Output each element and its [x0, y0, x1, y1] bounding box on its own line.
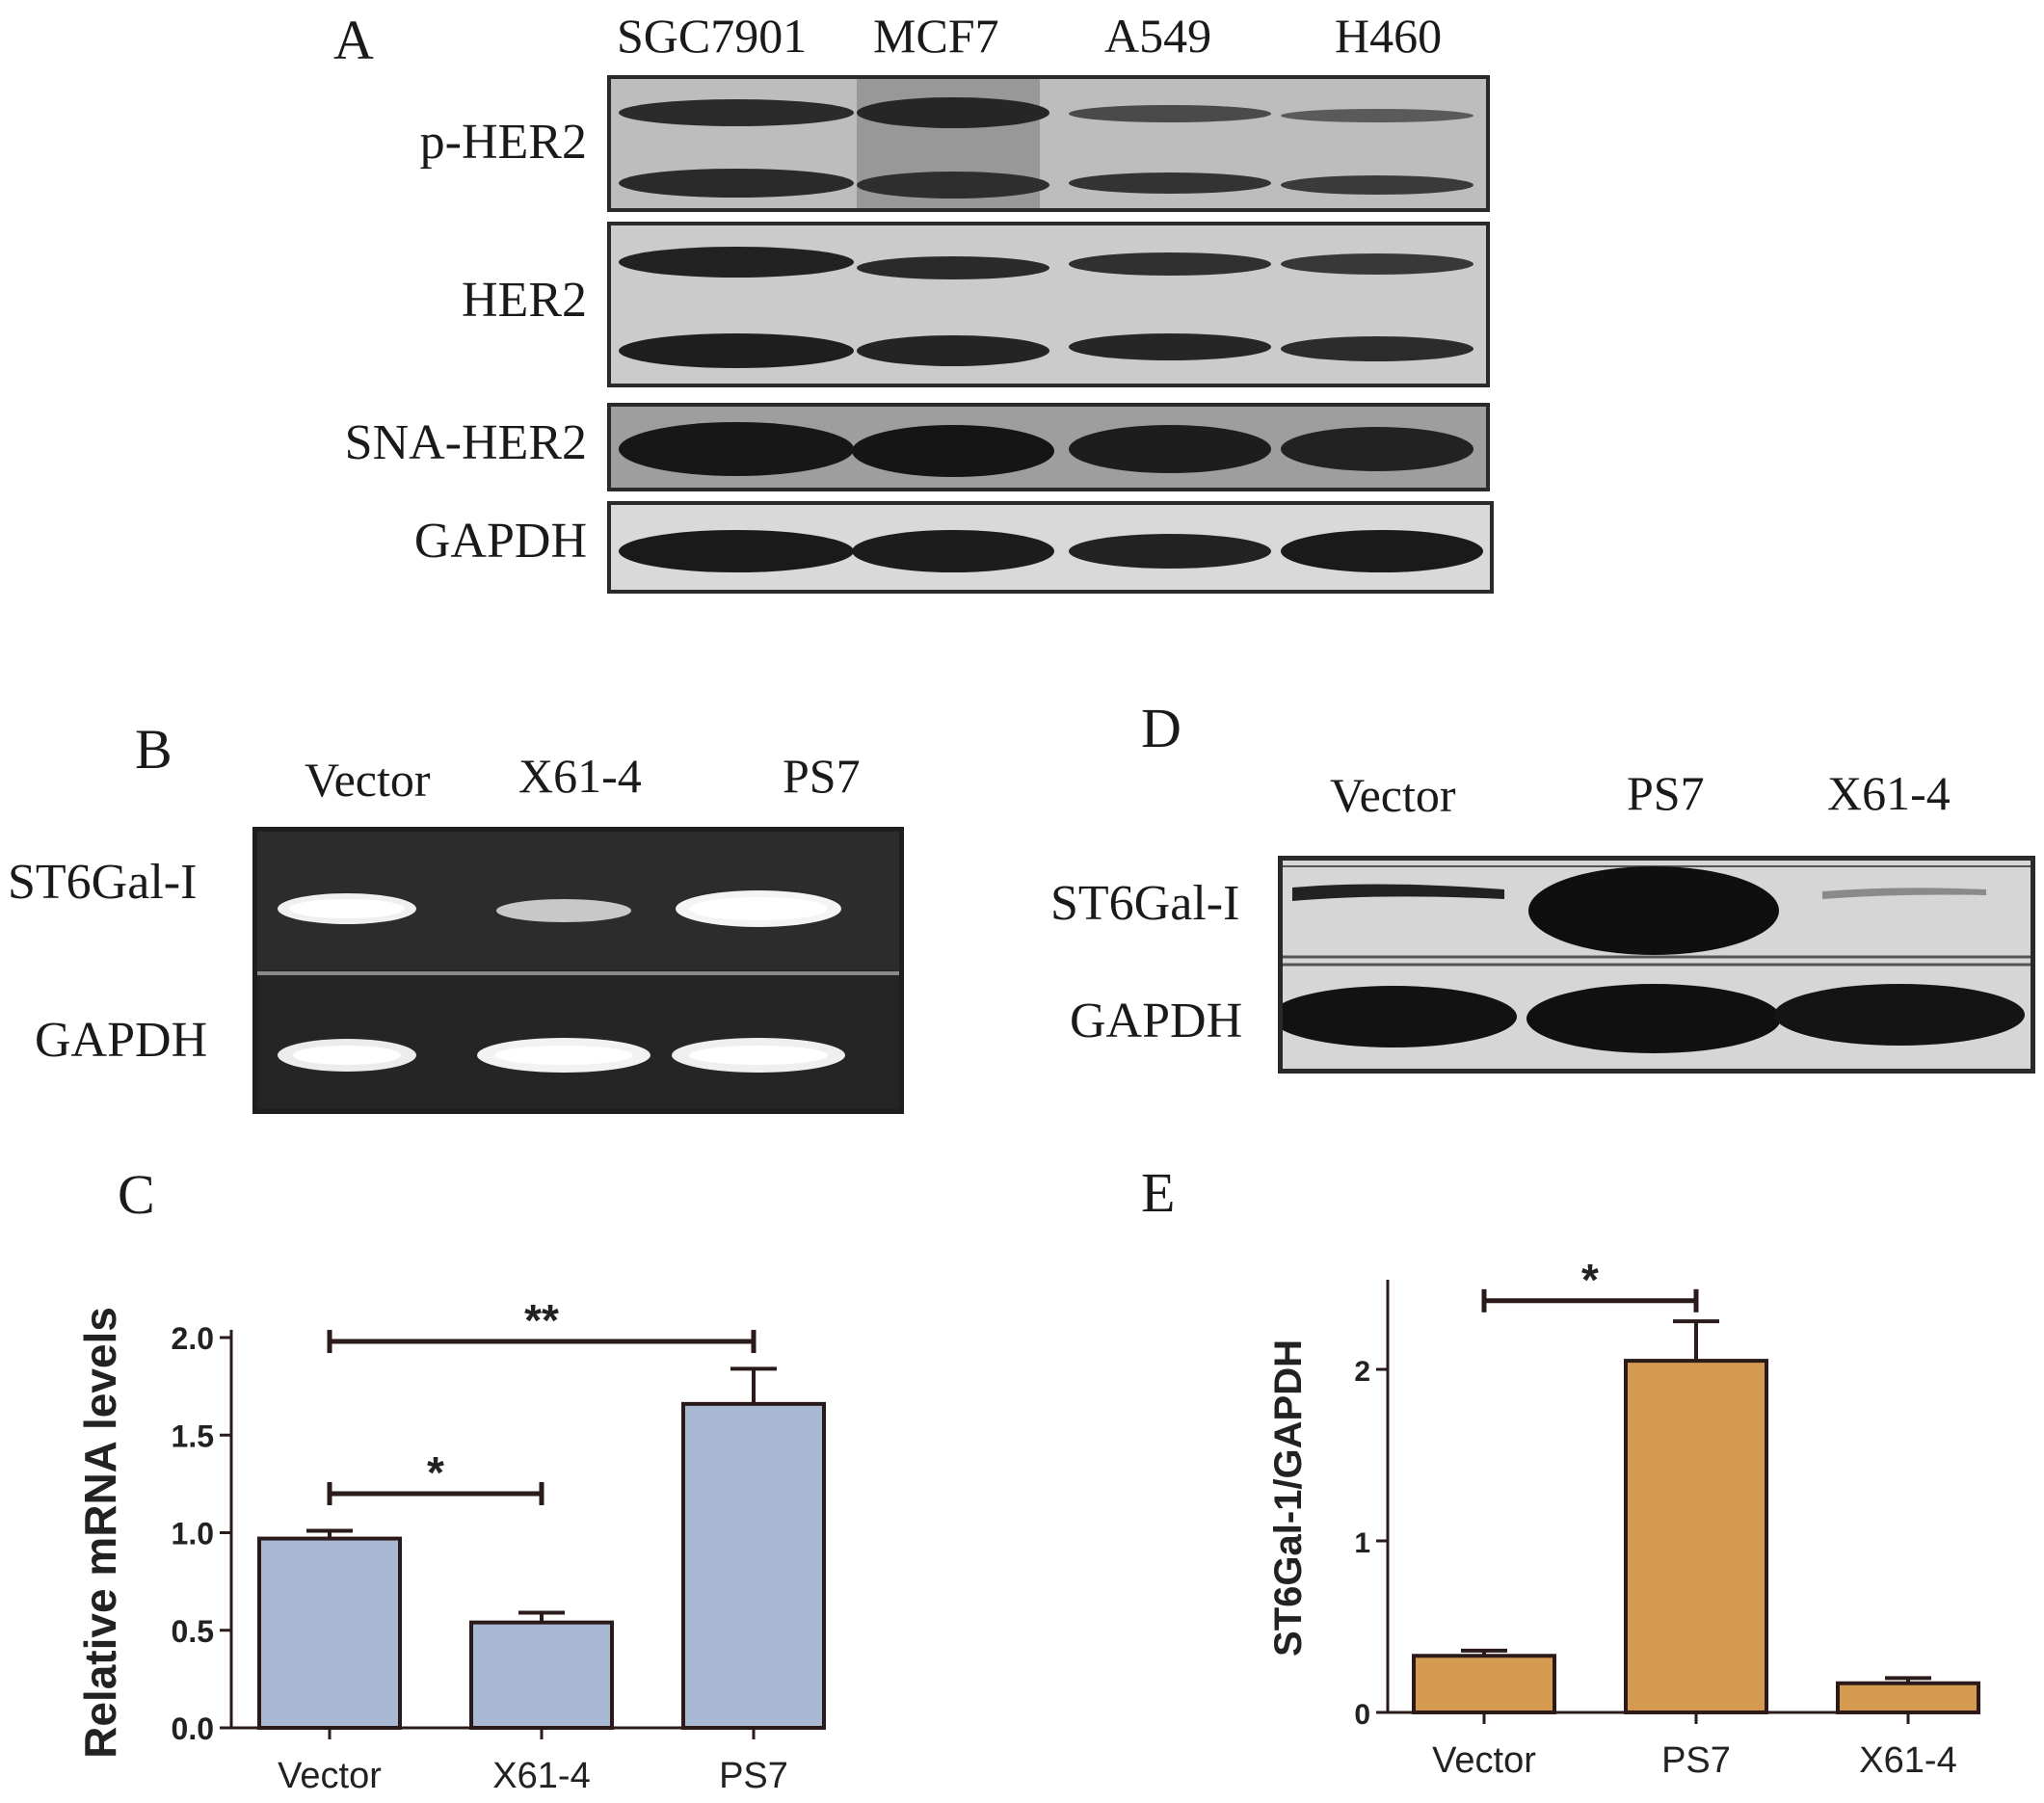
panel-d-letter: D [1141, 697, 1181, 759]
bar-vector [257, 1536, 402, 1731]
lane-label-mcf7: MCF7 [873, 9, 999, 63]
x-tick-label-x61-4: X61-4 [492, 1756, 590, 1792]
row-label-her2: HER2 [462, 273, 587, 328]
panel-b-letter: B [135, 718, 173, 781]
lane-label-vector-d: Vector [1330, 768, 1456, 822]
y-tick-label: 2 [1354, 1356, 1370, 1388]
y-tick-label: 1 [1354, 1527, 1370, 1559]
gel-bands [257, 832, 899, 1109]
panel-c-letter: C [118, 1163, 155, 1226]
lane-label-ps7-b: PS7 [783, 749, 861, 803]
blot-st6gal-western [1278, 856, 2035, 1074]
bar-x61-4 [1836, 1681, 1980, 1714]
bar-ps7 [1624, 1359, 1768, 1714]
significance-label: ** [524, 1295, 559, 1345]
lane-label-ps7-d: PS7 [1627, 766, 1705, 820]
lane-label-x61-4-b: X61-4 [518, 749, 642, 803]
row-label-gapdh-a: GAPDH [413, 514, 587, 569]
lane-label-a549: A549 [1104, 9, 1212, 63]
row-label-gapdh-d: GAPDH [1070, 994, 1243, 1048]
blot-st6gal-western-bands [1283, 865, 2031, 1053]
row-label-gapdh-b: GAPDH [35, 1013, 208, 1068]
blot-p-her2-bands [619, 79, 1473, 208]
bar-ps7 [681, 1401, 826, 1730]
significance-label: * [427, 1447, 444, 1498]
row-label-st6gal-b: ST6Gal-I [8, 855, 198, 910]
y-tick-label: 0.0 [172, 1711, 214, 1746]
y-tick-label: 1.0 [172, 1517, 214, 1551]
chart-c-relative-mrna: 0.0 0.5 1.0 1.5 2.0 Relative mRNA levels Vecto… [75, 1295, 826, 1792]
gel-rt-pcr [252, 827, 904, 1114]
blot-gapdh-a-bands [619, 530, 1483, 572]
bar-x61-4 [469, 1620, 614, 1730]
chart-e-st6gal-gapdh: 0 1 2 ST6Gal-1/GAPDH Vector PS7 X61-4 * [1267, 1255, 1980, 1781]
x-tick-label-vector: Vector [278, 1756, 382, 1792]
y-tick-label: 0.5 [172, 1614, 214, 1649]
bar-vector [1412, 1654, 1556, 1715]
lane-label-x61-4-d: X61-4 [1827, 766, 1951, 820]
row-label-sna-her2: SNA-HER2 [344, 415, 587, 470]
lane-label-vector-b: Vector [305, 753, 431, 807]
y-tick-label: 1.5 [172, 1419, 214, 1453]
x-tick-label-ps7: PS7 [719, 1756, 788, 1792]
y-axis-label: Relative mRNA levels [75, 1307, 125, 1759]
blot-p-her2 [607, 75, 1490, 212]
blot-gapdh-a [607, 501, 1494, 594]
row-label-p-her2: p-HER2 [419, 115, 587, 170]
lane-label-sgc7901: SGC7901 [617, 9, 808, 63]
significance-label: * [1581, 1255, 1599, 1305]
blot-sna-her2-bands [619, 422, 1473, 477]
y-tick-label: 2.0 [172, 1321, 214, 1356]
blot-her2 [607, 222, 1490, 387]
panel-a-letter: A [333, 9, 374, 71]
x-tick-label-ps7: PS7 [1661, 1740, 1731, 1781]
x-tick-label-vector: Vector [1432, 1740, 1536, 1781]
y-tick-label: 0 [1354, 1699, 1370, 1731]
x-tick-label-x61-4: X61-4 [1859, 1740, 1956, 1781]
blot-sna-her2 [607, 403, 1490, 491]
lane-label-h460: H460 [1335, 9, 1443, 63]
blot-her2-bands [619, 247, 1473, 368]
row-label-st6gal-d: ST6Gal-I [1050, 876, 1240, 931]
panel-e-letter: E [1141, 1161, 1176, 1224]
y-axis-label: ST6Gal-1/GAPDH [1267, 1339, 1310, 1657]
